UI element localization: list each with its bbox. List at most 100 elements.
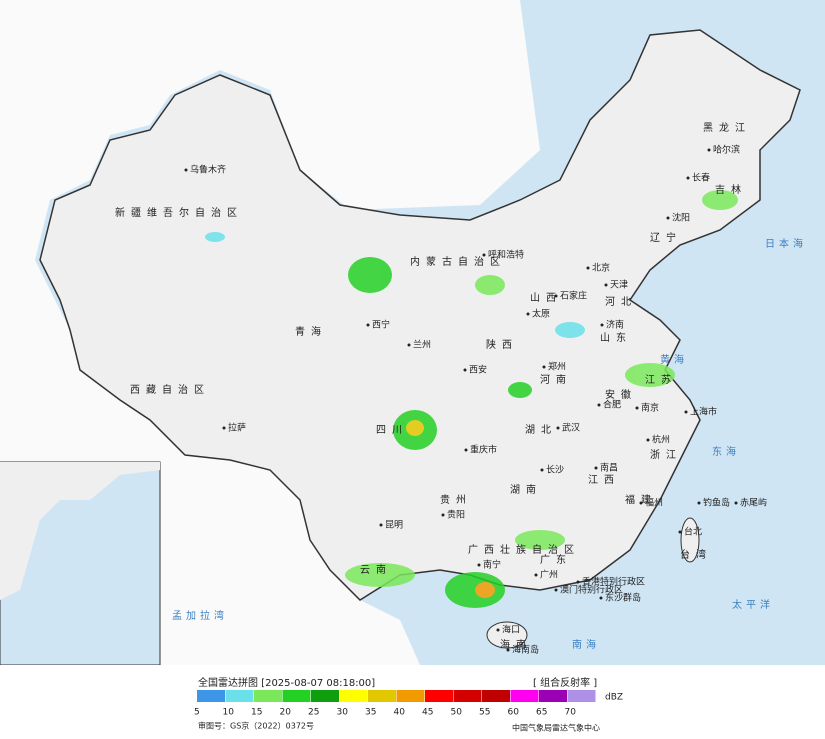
place-label-city: 石家庄	[560, 290, 587, 302]
hainan	[486, 621, 528, 649]
city-dot	[222, 426, 226, 430]
legend-level: 70	[565, 708, 577, 718]
city-dot	[463, 368, 467, 372]
city-dot	[666, 216, 670, 220]
legend-level: 25	[308, 708, 319, 718]
city-dot	[496, 628, 500, 632]
legend-level: 5	[194, 708, 200, 718]
place-label-province: 新疆维吾尔自治区	[115, 206, 243, 219]
place-label-province: 内蒙古自治区	[410, 255, 506, 268]
city-dot	[554, 294, 558, 298]
place-label-city: 南昌	[600, 462, 618, 474]
place-label-city: 澳门特别行政区	[560, 584, 623, 596]
place-label-province: 江苏	[645, 373, 677, 386]
legend-level: 30	[337, 708, 349, 718]
place-label-province: 广东	[540, 553, 572, 566]
legend-swatch	[482, 690, 510, 702]
legend-level: 45	[422, 708, 433, 718]
place-label-province: 青海	[295, 325, 327, 338]
place-label-city: 南京	[641, 402, 659, 414]
city-dot	[477, 563, 481, 567]
china-land	[39, 29, 801, 601]
city-dot	[554, 588, 558, 592]
city-dot	[441, 513, 445, 517]
city-dot	[542, 365, 546, 369]
city-dot	[684, 410, 688, 414]
taiwan	[680, 517, 700, 563]
legend-level: 65	[536, 708, 547, 718]
legend-swatch	[368, 690, 396, 702]
legend-swatch	[425, 690, 453, 702]
place-label-province: 吉林	[715, 183, 747, 196]
approval-number: 审图号：GS京（2022）0372号	[198, 721, 314, 731]
legend-title: 全国雷达拼图 [2025-08-07 08:18:00]	[198, 676, 375, 689]
place-label-province: 云南	[360, 563, 392, 576]
city-dot	[366, 323, 370, 327]
city-dot	[540, 468, 544, 472]
place-label-province: 海南	[500, 638, 532, 651]
legend-product: [ 组合反射率 ]	[533, 676, 597, 689]
place-label-city: 贵阳	[447, 509, 465, 521]
place-label-province: 西藏自治区	[130, 383, 210, 396]
place-label-province: 福建	[625, 493, 657, 506]
legend-swatch	[339, 690, 368, 702]
radar-echoes	[10, 190, 738, 608]
city-dot	[407, 343, 411, 347]
legend-swatch	[197, 690, 225, 702]
place-label-province: 山西	[530, 292, 562, 304]
place-label-city: 哈尔滨	[713, 144, 740, 156]
place-label-sea: 孟加拉湾	[172, 609, 228, 622]
place-label-city: 兰州	[413, 339, 431, 351]
city-dot	[184, 168, 188, 172]
place-label-city: 海口	[502, 624, 520, 636]
place-label-city: 赤尾屿	[740, 498, 767, 509]
place-label-city: 昆明	[385, 520, 403, 531]
city-dot	[678, 530, 682, 534]
place-label-city: 合肥	[603, 399, 621, 411]
place-label-province: 河南	[540, 373, 572, 386]
legend-level: 60	[508, 708, 520, 718]
place-label-city: 东沙群岛	[605, 592, 641, 604]
legend-level: 35	[365, 708, 376, 718]
place-label-city: 南宁	[483, 559, 501, 571]
place-label-province: 广西壮族自治区	[468, 543, 580, 556]
place-label-province: 陕西	[486, 338, 518, 351]
city-dot	[604, 283, 608, 287]
city-dot	[576, 580, 580, 584]
legend-level: 15	[251, 708, 262, 718]
place-label-city: 香港特别行政区	[582, 576, 645, 588]
place-label-city: 海南岛	[512, 644, 539, 656]
place-label-province: 河北	[605, 296, 637, 308]
place-label-city: 广州	[540, 569, 558, 581]
place-label-sea: 日本海	[765, 237, 807, 250]
place-label-city: 杭州	[652, 434, 670, 446]
legend-swatch	[282, 690, 311, 702]
place-label-city: 沈阳	[672, 212, 690, 224]
city-dot	[594, 466, 598, 470]
city-dot	[635, 406, 639, 410]
city-dot	[526, 312, 530, 316]
place-label-city: 太原	[532, 308, 550, 320]
city-dot	[534, 573, 538, 577]
place-label-province: 江西	[588, 474, 620, 486]
place-label-province: 湖北	[525, 424, 557, 436]
legend-swatch	[254, 690, 282, 702]
legend-swatch	[567, 690, 596, 702]
place-label-city: 西安	[469, 364, 487, 376]
legend-level: 50	[451, 708, 463, 718]
source: 中国气象局雷达气象中心	[512, 723, 600, 733]
city-dot	[586, 266, 590, 270]
city-dot	[646, 438, 650, 442]
legend-level: 20	[280, 708, 292, 718]
place-label-province: 台湾	[680, 548, 712, 561]
place-label-city: 台北	[684, 526, 702, 538]
place-label-city: 重庆市	[470, 444, 497, 456]
place-label-province: 湖南	[510, 483, 542, 496]
place-label-sea: 东海	[712, 445, 740, 458]
city-dot	[707, 148, 711, 152]
place-label-city: 福州	[645, 497, 663, 509]
place-label-city: 济南	[606, 319, 624, 331]
place-label-province: 贵州	[440, 493, 472, 506]
place-label-province: 辽宁	[650, 231, 682, 244]
